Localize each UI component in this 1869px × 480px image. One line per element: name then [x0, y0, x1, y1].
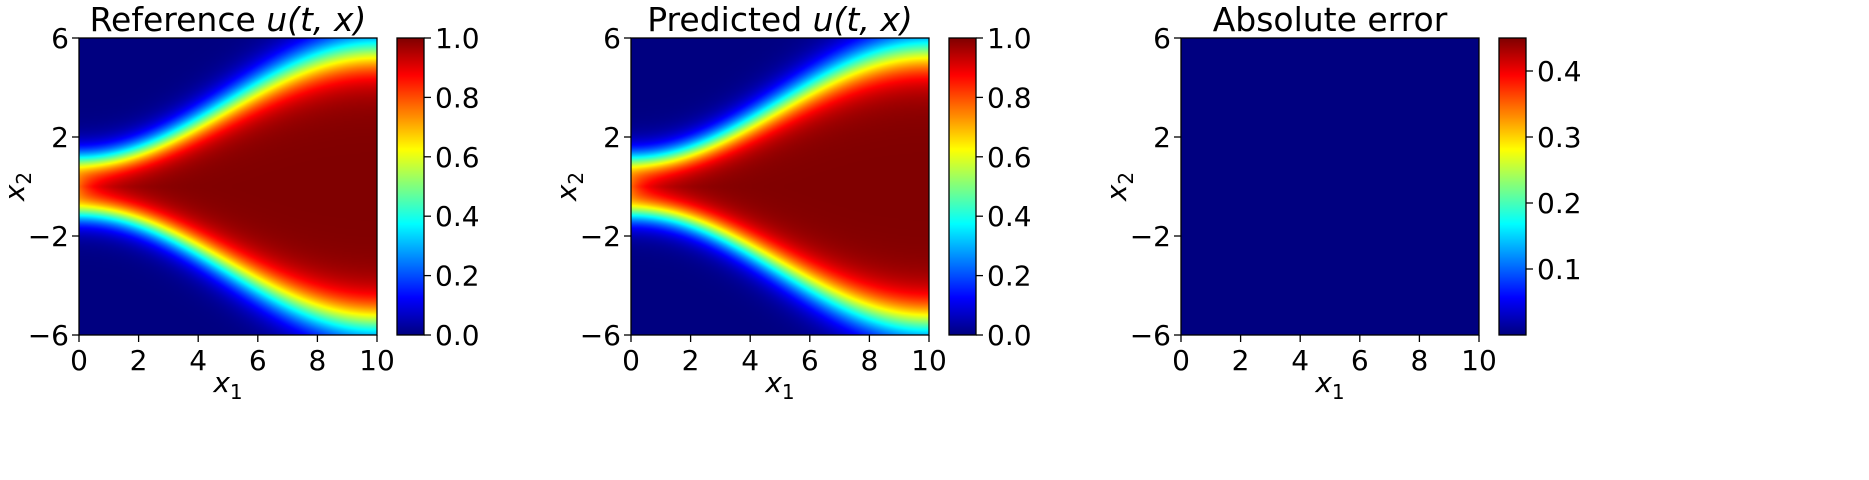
- colorbar-tick-label: 0.2: [1537, 187, 1582, 220]
- x-tick-label: 8: [1410, 344, 1428, 377]
- y-axis-label-base: x: [1100, 184, 1133, 202]
- x-axis-label-subscript: 1: [230, 380, 243, 404]
- x-axis-label: x1: [1314, 366, 1344, 404]
- y-axis-label: x2: [0, 172, 36, 202]
- y-tick-label: −6: [1130, 319, 1171, 352]
- x-tick-label: 2: [130, 344, 148, 377]
- chart-title: Absolute error: [1213, 0, 1448, 39]
- x-tick-label: 4: [189, 344, 207, 377]
- axes-frame: [630, 37, 930, 336]
- x-tick-label: 8: [860, 344, 878, 377]
- heatmap-image: [631, 38, 929, 335]
- colorbar-frame: [948, 37, 977, 336]
- axes-frame: [78, 37, 378, 336]
- y-axis-label-base: x: [550, 184, 583, 202]
- x-tick-label: 0: [622, 344, 640, 377]
- x-tick-label: 2: [1232, 344, 1250, 377]
- heatmap-image: [79, 38, 377, 335]
- x-axis-label: x1: [212, 366, 242, 404]
- colorbar-gradient: [949, 38, 976, 335]
- y-tick-label: 2: [1153, 121, 1171, 154]
- x-axis-label-base: x: [212, 366, 230, 399]
- y-axis-label-subscript: 2: [1114, 172, 1138, 185]
- chart-title-text: Absolute error: [1213, 0, 1448, 39]
- colorbar-frame: [1498, 37, 1527, 336]
- axes-frame: [1180, 37, 1480, 336]
- chart-title-math: u(t, x): [813, 0, 913, 39]
- x-tick-label: 0: [70, 344, 88, 377]
- x-tick-label: 10: [1461, 344, 1497, 377]
- y-axis-label-subscript: 2: [12, 172, 36, 185]
- x-axis-label-base: x: [764, 366, 782, 399]
- y-axis-label-subscript: 2: [564, 172, 588, 185]
- x-tick-label: 6: [1351, 344, 1369, 377]
- y-tick-label: −2: [580, 220, 621, 253]
- y-tick-label: 6: [51, 22, 69, 55]
- colorbar-tick-label: 0.4: [435, 200, 480, 233]
- x-tick-label: 0: [1172, 344, 1190, 377]
- colorbar-tick-label: 0.2: [435, 260, 480, 293]
- y-tick-label: −6: [28, 319, 69, 352]
- colorbar-tick-label: 0.1: [1537, 253, 1582, 286]
- chart-title: Reference u(t, x): [90, 0, 367, 39]
- y-axis-label: x2: [1100, 172, 1138, 202]
- colorbar-gradient: [1499, 38, 1526, 335]
- chart-title-text: Reference: [90, 0, 267, 39]
- chart-title-math: u(t, x): [266, 0, 366, 39]
- chart-title-text: Predicted: [647, 0, 812, 39]
- colorbar-tick-label: 1.0: [435, 22, 480, 55]
- x-axis-label-subscript: 1: [1332, 380, 1345, 404]
- colorbar-tick-label: 0.0: [987, 319, 1032, 352]
- x-tick-label: 6: [801, 344, 819, 377]
- x-tick-label: 10: [359, 344, 395, 377]
- x-axis-label-base: x: [1314, 366, 1332, 399]
- y-tick-label: 2: [51, 121, 69, 154]
- colorbar-tick-label: 0.8: [435, 81, 480, 114]
- y-tick-label: 2: [603, 121, 621, 154]
- x-tick-label: 6: [249, 344, 267, 377]
- colorbar-frame: [396, 37, 425, 336]
- colorbar-tick-label: 0.6: [435, 141, 480, 174]
- x-tick-label: 8: [308, 344, 326, 377]
- x-tick-label: 4: [741, 344, 759, 377]
- colorbar-tick-label: 0.2: [987, 260, 1032, 293]
- heatmap-image: [1181, 38, 1479, 335]
- colorbar-tick-label: 1.0: [987, 22, 1032, 55]
- y-axis-label-base: x: [0, 184, 31, 202]
- x-tick-label: 4: [1291, 344, 1309, 377]
- chart-title: Predicted u(t, x): [647, 0, 913, 39]
- chart-panel-1: Reference u(t, x)0 2 4 6 8 1062−2−6x1x20.00.2…: [0, 0, 480, 404]
- y-tick-label: −2: [28, 220, 69, 253]
- x-axis-label-subscript: 1: [782, 380, 795, 404]
- colorbar-tick-label: 0.6: [987, 141, 1032, 174]
- y-tick-label: −6: [580, 319, 621, 352]
- x-tick-label: 10: [911, 344, 947, 377]
- chart-panel-2: Predicted u(t, x)0 2 4 6 8 1062−2−6x1x20.00.2…: [550, 0, 1032, 404]
- y-tick-label: −2: [1130, 220, 1171, 253]
- colorbar-gradient: [397, 38, 424, 335]
- x-tick-label: 2: [682, 344, 700, 377]
- y-tick-label: 6: [1153, 22, 1171, 55]
- colorbar-tick-label: 0.3: [1537, 121, 1582, 154]
- colorbar-tick-label: 0.4: [1537, 55, 1582, 88]
- colorbar-tick-label: 0.4: [987, 200, 1032, 233]
- y-axis-label: x2: [550, 172, 588, 202]
- colorbar-tick-label: 0.8: [987, 81, 1032, 114]
- colorbar-tick-label: 0.0: [435, 319, 480, 352]
- y-tick-label: 6: [603, 22, 621, 55]
- x-axis-label: x1: [764, 366, 794, 404]
